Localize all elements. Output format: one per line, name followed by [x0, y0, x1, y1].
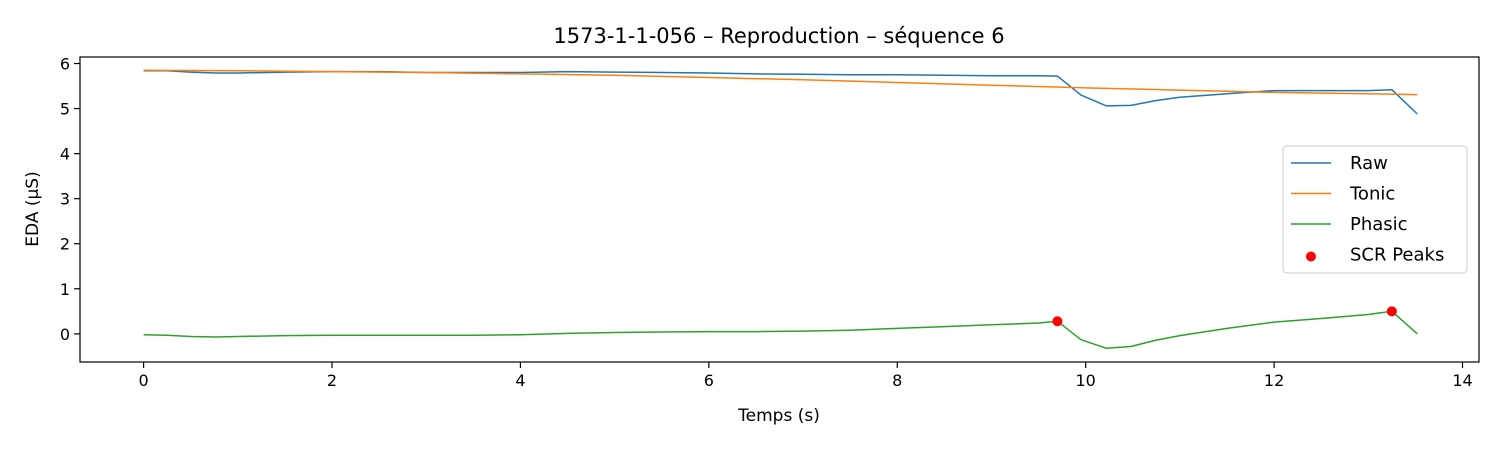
x-tick-label: 8 [892, 371, 902, 390]
y-tick-label: 1 [60, 280, 70, 299]
series-line-raw [143, 69, 1418, 115]
y-tick-label: 2 [60, 235, 70, 254]
x-tick-label: 0 [138, 371, 148, 390]
y-tick-label: 0 [60, 325, 70, 344]
chart-title: 1573-1-1-056 – Reproduction – séquence 6 [553, 24, 1004, 48]
x-axis: 0 2 4 6 8 10 12 14 [138, 362, 1473, 390]
x-tick-label: 4 [515, 371, 525, 390]
y-tick-label: 4 [60, 145, 70, 164]
x-axis-label: Temps (s) [737, 406, 820, 426]
legend: Raw Tonic Phasic SCR Peaks [1282, 145, 1468, 274]
legend-label: Phasic [1350, 214, 1408, 235]
x-tick-label: 14 [1452, 371, 1472, 390]
y-tick-label: 5 [60, 100, 70, 119]
legend-label: Tonic [1349, 184, 1395, 205]
plot-area [79, 56, 1480, 363]
legend-box [1282, 145, 1468, 274]
y-tick-label: 6 [60, 55, 70, 74]
series-line-tonic [143, 69, 1418, 96]
series-line-phasic [143, 310, 1418, 350]
scr-peak-point [1386, 306, 1397, 317]
y-axis: 0 1 2 3 4 5 6 [60, 55, 80, 344]
y-tick-label: 3 [60, 190, 70, 209]
plot-frame [79, 56, 1480, 363]
legend-label: Raw [1350, 153, 1388, 174]
series-layer [143, 69, 1418, 350]
y-axis-label: EDA (µS) [23, 171, 43, 246]
x-tick-label: 6 [704, 371, 714, 390]
scr-peak-point [1052, 316, 1063, 327]
legend-label: SCR Peaks [1350, 245, 1444, 266]
peaks-layer [1052, 306, 1397, 327]
legend-swatch-scr-peaks [1306, 251, 1316, 262]
x-tick-label: 2 [327, 371, 337, 390]
x-tick-label: 12 [1264, 371, 1284, 390]
x-tick-label: 10 [1075, 371, 1095, 390]
